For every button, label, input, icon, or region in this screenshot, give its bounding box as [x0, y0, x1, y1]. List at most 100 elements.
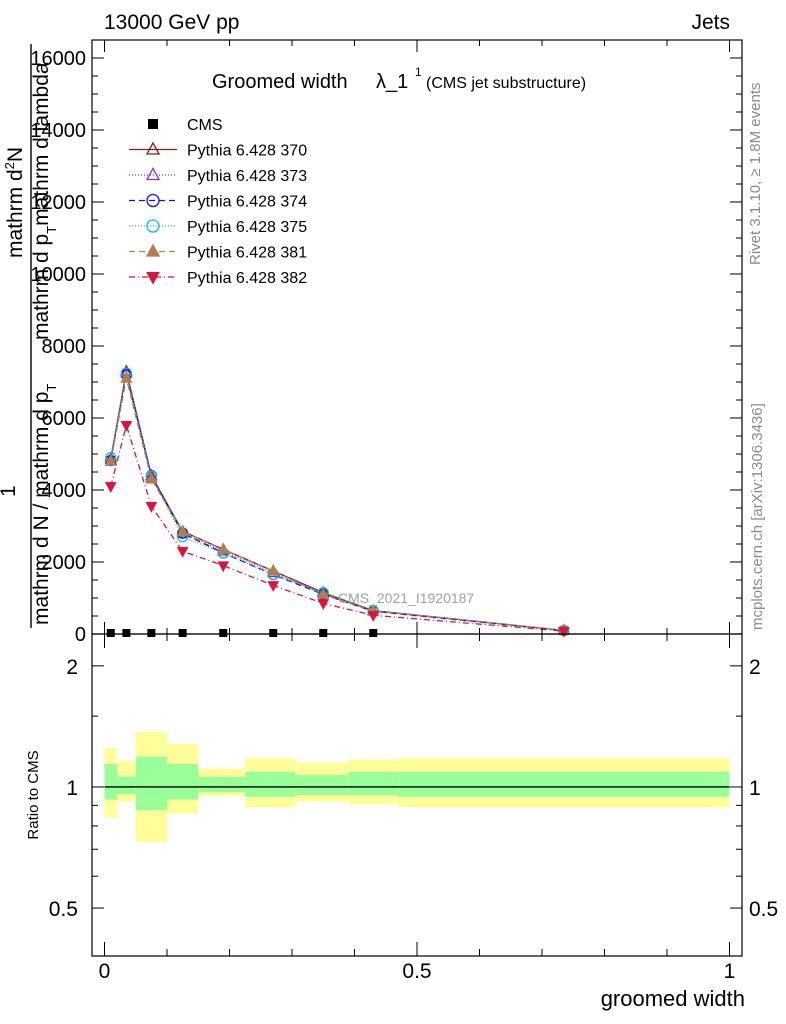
series-point — [217, 561, 230, 573]
main-y-tick-label: 2000 — [42, 552, 87, 574]
data-point — [269, 629, 278, 637]
plot-title-symbol: λ_1 — [376, 71, 408, 93]
legend-entry: CMS — [148, 117, 223, 134]
legend-marker — [145, 141, 161, 155]
series-point — [120, 420, 133, 432]
plot-title: Groomed width λ_1 1 (CMS jet substructur… — [212, 65, 586, 93]
ratio-y-tick-label: 0.5 — [49, 898, 78, 921]
ratio-inner-band — [104, 764, 117, 800]
legend-label: Pythia 6.428 375 — [187, 219, 307, 236]
ratio-inner-band — [117, 776, 136, 795]
legend-marker — [146, 193, 160, 208]
data-point — [369, 629, 378, 637]
main-y-tick-label: 8000 — [42, 336, 87, 358]
legend-marker — [146, 272, 160, 285]
main-y-tick-label: 16000 — [30, 48, 86, 70]
series-cms — [106, 629, 378, 637]
legend-label: Pythia 6.428 382 — [187, 270, 307, 287]
series-point — [558, 626, 570, 638]
legend-marker — [145, 167, 161, 181]
series-point — [176, 524, 189, 536]
series-line — [110, 372, 564, 632]
series-point — [267, 581, 280, 592]
ratio-inner-band — [198, 776, 246, 793]
data-point — [319, 629, 328, 637]
main-y-tick-label: 14000 — [30, 120, 86, 142]
data-point — [219, 629, 228, 637]
ratio-inner-band — [135, 756, 167, 811]
series-line — [110, 422, 564, 632]
legend-marker — [146, 219, 160, 233]
ylabel-prefix: 1 — [0, 485, 20, 497]
ratio-x-ticks: 0 0.5 1 — [99, 634, 736, 983]
ylabel-numerator: mathrm d2N — [2, 147, 27, 258]
legend-label: Pythia 6.428 373 — [187, 168, 307, 185]
ratio-y-tick-label-right: 2 — [749, 656, 761, 679]
plot-title-sup: 1 — [415, 65, 422, 79]
ratio-inner-band — [348, 771, 399, 795]
series-point — [317, 599, 330, 610]
series-pythia-6.428-382 — [104, 420, 570, 638]
legend: CMS Pythia 6.428 370 Pythia 6.428 373 Pythi… — [129, 117, 307, 287]
data-point — [106, 629, 115, 637]
ratio-x-tick-label: 0 — [99, 960, 111, 983]
series-point — [120, 371, 133, 383]
main-y-tick-label: 4000 — [42, 480, 87, 502]
ratio-y-tick-label: 2 — [66, 656, 78, 679]
ratio-inner-band — [245, 771, 296, 797]
ratio-inner-band — [167, 764, 199, 800]
ratio-y-ticks: 0.5 0.5 1 1 2 2 — [49, 656, 778, 921]
ratio-inner-band — [398, 771, 730, 797]
mcplots-label: mcplots.cern.ch [arXiv:1306.3436] — [749, 403, 766, 630]
ratio-x-tick-label: 1 — [724, 960, 736, 983]
ratio-uncertainty-bands — [104, 731, 730, 842]
ratio-plot-panel: 0.5 0.51 12 2 0 0.5 1 Ratio to CMS groomed wi… — [25, 633, 778, 1011]
data-point — [178, 629, 187, 637]
legend-entry: Pythia 6.428 381 — [129, 243, 307, 262]
series-point — [145, 472, 158, 484]
data-point — [147, 629, 156, 637]
series-point — [145, 501, 158, 513]
ratio-y-tick-label-right: 1 — [749, 777, 761, 800]
x-axis-label: groomed width — [601, 986, 745, 1011]
ratio-y-tick-label-right: 0.5 — [749, 898, 778, 921]
ratio-inner-band — [295, 775, 349, 795]
rivet-label: Rivet 3.1.10, ≥ 1.8M events — [747, 83, 764, 266]
ratio-x-tick-label: 0.5 — [402, 960, 431, 983]
main-y-tick-label: 6000 — [42, 408, 87, 430]
legend-label: CMS — [187, 117, 223, 134]
main-y-tick-label: 0 — [75, 624, 86, 646]
header-right: Jets — [691, 11, 730, 34]
series-point — [267, 564, 280, 576]
legend-marker — [148, 119, 158, 129]
plot-title-main: Groomed width — [212, 71, 348, 93]
main-y-ticks: 0 2000 4000 6000 8000 10000 12000 14000 16000 — [30, 39, 742, 646]
ylabel-denominator: mathrm d pTmathrm d lambda — [30, 62, 59, 340]
legend-label: Pythia 6.428 370 — [187, 143, 307, 160]
legend-marker — [145, 243, 161, 257]
legend-entry: Pythia 6.428 382 — [129, 270, 307, 287]
analysis-watermark: CMS_2021_I1920187 — [338, 590, 474, 606]
main-plot-marks — [104, 364, 570, 638]
series-point — [367, 611, 380, 622]
ratio-y-tick-label: 1 — [66, 777, 78, 800]
main-y-tick-label: 10000 — [30, 264, 86, 286]
main-y-axis-label: mathrm d2N mathrm d pTmathrm d lambda 1 … — [0, 44, 59, 628]
series-point — [317, 587, 330, 599]
main-y-tick-label: 12000 — [30, 192, 86, 214]
legend-entry: Pythia 6.428 370 — [129, 141, 307, 160]
legend-entry: Pythia 6.428 374 — [129, 194, 307, 211]
data-point — [122, 629, 131, 637]
series-point — [176, 546, 189, 558]
legend-label: Pythia 6.428 374 — [187, 194, 307, 211]
ylabel-prefix-fraction: mathrm d N / mathrm d pT — [30, 384, 59, 625]
main-plot-panel: 0 2000 4000 6000 8000 10000 12000 14000 16000 Gr… — [0, 39, 743, 646]
series-point — [104, 482, 117, 493]
legend-entry: Pythia 6.428 373 — [129, 167, 307, 185]
plot-subtitle: (CMS jet substructure) — [426, 75, 586, 92]
ratio-y-axis-label: Ratio to CMS — [25, 750, 42, 839]
header-left: 13000 GeV pp — [104, 11, 239, 34]
series-point — [104, 454, 117, 466]
series-point — [217, 542, 230, 554]
